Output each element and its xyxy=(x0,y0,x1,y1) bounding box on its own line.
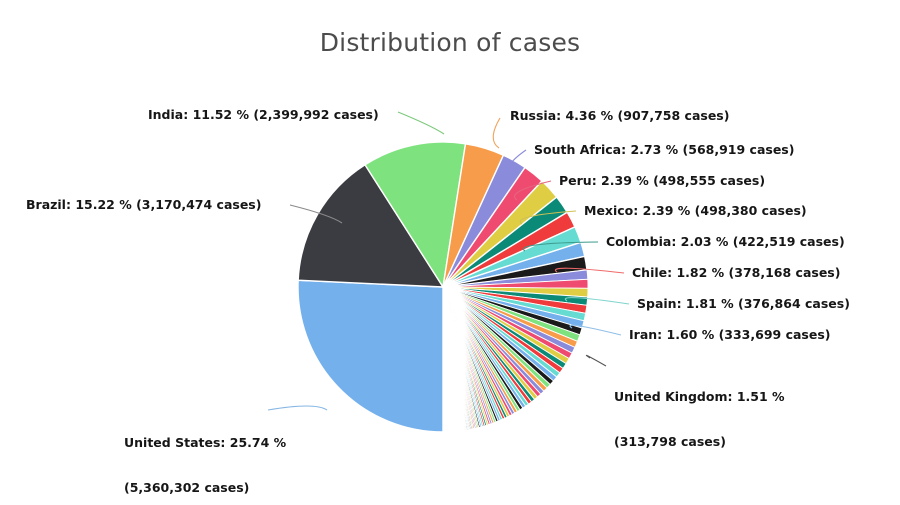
pie-label-united-kingdom: United Kingdom: 1.51 % (313,798 cases) xyxy=(614,359,785,479)
chart-title: Distribution of cases xyxy=(319,28,581,57)
leader-line-south-africa xyxy=(507,149,527,177)
pie-slice-india[interactable] xyxy=(364,141,467,289)
leader-line-iran xyxy=(569,324,622,336)
pie-label-united-states-line2: (5,360,302 cases) xyxy=(124,480,250,495)
pie-label-united-kingdom-line1: United Kingdom: 1.51 % xyxy=(614,389,785,404)
pie-label-russia: Russia: 4.36 % (907,758 cases) xyxy=(510,108,730,123)
pie-label-united-states: United States: 25.74 % (5,360,302 cases) xyxy=(124,405,286,505)
leader-line-russia xyxy=(492,117,501,149)
leader-line-united-kingdom xyxy=(585,354,607,367)
pie-label-united-kingdom-line2: (313,798 cases) xyxy=(614,434,726,449)
pie-label-india: India: 11.52 % (2,399,992 cases) xyxy=(148,107,379,122)
pie-label-mexico: Mexico: 2.39 % (498,380 cases) xyxy=(584,203,807,218)
pie-slice-brazil[interactable] xyxy=(297,163,445,288)
pie-label-iran: Iran: 1.60 % (333,699 cases) xyxy=(629,327,831,342)
leader-line-colombia xyxy=(523,241,599,252)
leader-line-india xyxy=(397,111,445,135)
pie-label-south-africa: South Africa: 2.73 % (568,919 cases) xyxy=(534,142,795,157)
leader-line-brazil xyxy=(289,204,343,224)
leader-line-chile xyxy=(554,267,625,274)
leader-line-peru xyxy=(514,180,552,201)
pie-label-united-states-line1: United States: 25.74 % xyxy=(124,435,287,450)
pie-slice-group xyxy=(297,141,589,433)
pie-label-colombia: Colombia: 2.03 % (422,519 cases) xyxy=(606,234,845,249)
pie-label-peru: Peru: 2.39 % (498,555 cases) xyxy=(559,173,766,188)
pie-label-spain: Spain: 1.81 % (376,864 cases) xyxy=(637,296,850,311)
pie-slice-united-states[interactable] xyxy=(297,279,444,433)
leader-line-united-states xyxy=(267,405,328,411)
leader-line-spain xyxy=(564,297,630,305)
pie-label-brazil: Brazil: 15.22 % (3,170,474 cases) xyxy=(26,197,262,212)
leader-line-group xyxy=(267,111,630,411)
pie-label-chile: Chile: 1.82 % (378,168 cases) xyxy=(632,265,841,280)
leader-line-mexico xyxy=(519,210,577,225)
